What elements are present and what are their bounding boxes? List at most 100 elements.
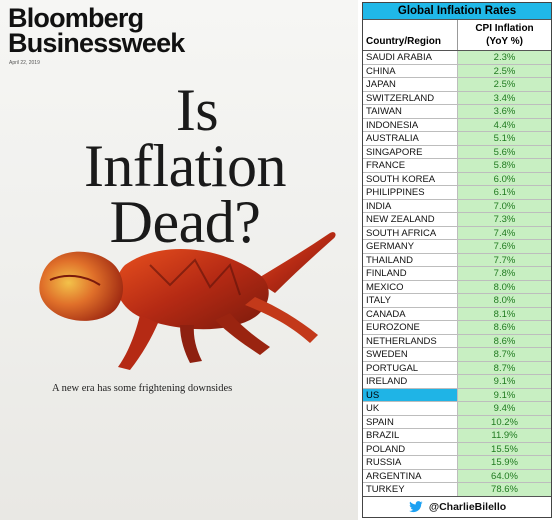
cpi-value-cell: 2.5%: [458, 64, 551, 77]
column-header-country: Country/Region: [363, 20, 458, 50]
cpi-value-cell: 11.9%: [458, 429, 551, 442]
table-row: JAPAN 2.5%: [363, 78, 551, 92]
cover-headline: Is Inflation Dead?: [40, 77, 330, 255]
cpi-value-cell: 78.6%: [458, 483, 551, 496]
table-row: FINLAND 7.8%: [363, 267, 551, 281]
cpi-value-cell: 9.1%: [458, 388, 551, 401]
cpi-value-cell: 5.1%: [458, 132, 551, 145]
table-row: AUSTRALIA 5.1%: [363, 132, 551, 146]
cpi-value-cell: 7.6%: [458, 240, 551, 253]
table-row: US 9.1%: [363, 388, 551, 402]
country-cell: MEXICO: [363, 280, 458, 293]
country-cell: CHINA: [363, 64, 458, 77]
table-row: IRELAND 9.1%: [363, 375, 551, 389]
country-cell: SWITZERLAND: [363, 91, 458, 104]
table-row: RUSSIA 15.9%: [363, 456, 551, 470]
twitter-bird-icon: [408, 501, 423, 513]
country-cell: BRAZIL: [363, 429, 458, 442]
cpi-value-cell: 8.7%: [458, 348, 551, 361]
headline-line-1: Is: [175, 77, 219, 143]
table-footer: @CharlieBilello: [363, 496, 551, 517]
table-row: SWITZERLAND 3.4%: [363, 91, 551, 105]
cpi-value-cell: 6.0%: [458, 172, 551, 185]
column-header-cpi-line1: CPI Inflation: [475, 23, 534, 34]
cpi-value-cell: 5.8%: [458, 159, 551, 172]
table-row: SPAIN 10.2%: [363, 415, 551, 429]
cpi-value-cell: 8.0%: [458, 280, 551, 293]
country-cell: ARGENTINA: [363, 469, 458, 482]
cpi-value-cell: 8.0%: [458, 294, 551, 307]
dead-dinosaur-illustration: [39, 232, 336, 370]
issue-date: April 22, 2019: [9, 60, 40, 66]
country-cell: AUSTRALIA: [363, 132, 458, 145]
masthead-bloomberg: Bloomberg: [8, 3, 144, 33]
country-cell: SAUDI ARABIA: [363, 51, 458, 64]
masthead-businessweek: Businessweek: [8, 28, 185, 58]
table-row: ARGENTINA 64.0%: [363, 469, 551, 483]
column-header-cpi: CPI Inflation (YoY %): [458, 20, 551, 50]
cpi-value-cell: 9.4%: [458, 402, 551, 415]
cpi-value-cell: 10.2%: [458, 415, 551, 428]
cpi-value-cell: 15.5%: [458, 442, 551, 455]
headline-line-3: Dead?: [109, 189, 261, 255]
country-cell: SINGAPORE: [363, 145, 458, 158]
country-cell: SOUTH KOREA: [363, 172, 458, 185]
cpi-value-cell: 8.7%: [458, 361, 551, 374]
country-cell: NEW ZEALAND: [363, 213, 458, 226]
cpi-value-cell: 7.7%: [458, 253, 551, 266]
cpi-value-cell: 9.1%: [458, 375, 551, 388]
table-row: ITALY 8.0%: [363, 294, 551, 308]
cpi-value-cell: 7.8%: [458, 267, 551, 280]
country-cell: IRELAND: [363, 375, 458, 388]
country-cell: PORTUGAL: [363, 361, 458, 374]
twitter-handle[interactable]: @CharlieBilello: [428, 501, 507, 513]
country-cell: JAPAN: [363, 78, 458, 91]
cpi-value-cell: 7.0%: [458, 199, 551, 212]
cpi-value-cell: 8.1%: [458, 307, 551, 320]
country-cell: INDIA: [363, 199, 458, 212]
country-cell: TURKEY: [363, 483, 458, 496]
cpi-value-cell: 6.1%: [458, 186, 551, 199]
country-cell: NETHERLANDS: [363, 334, 458, 347]
country-cell: GERMANY: [363, 240, 458, 253]
table-row: CANADA 8.1%: [363, 307, 551, 321]
country-cell: ITALY: [363, 294, 458, 307]
cpi-value-cell: 4.4%: [458, 118, 551, 131]
table-row: PORTUGAL 8.7%: [363, 361, 551, 375]
cpi-value-cell: 8.6%: [458, 334, 551, 347]
table-row: THAILAND 7.7%: [363, 253, 551, 267]
table-row: NEW ZEALAND 7.3%: [363, 213, 551, 227]
table-row: MEXICO 8.0%: [363, 280, 551, 294]
table-row: INDIA 7.0%: [363, 199, 551, 213]
country-cell: SPAIN: [363, 415, 458, 428]
table-row: TURKEY 78.6%: [363, 483, 551, 497]
table-row: EUROZONE 8.6%: [363, 321, 551, 335]
table-row: UK 9.4%: [363, 402, 551, 416]
cpi-value-cell: 7.3%: [458, 213, 551, 226]
table-row: SAUDI ARABIA 2.3%: [363, 51, 551, 65]
inflation-table: Global Inflation Rates Country/Region CP…: [362, 2, 552, 518]
cpi-value-cell: 3.6%: [458, 105, 551, 118]
country-cell: US: [363, 388, 458, 401]
cpi-value-cell: 64.0%: [458, 469, 551, 482]
table-row: TAIWAN 3.6%: [363, 105, 551, 119]
cover-tagline: A new era has some frightening downsides: [52, 383, 233, 394]
table-row: SOUTH KOREA 6.0%: [363, 172, 551, 186]
country-cell: SWEDEN: [363, 348, 458, 361]
table-row: PHILIPPINES 6.1%: [363, 186, 551, 200]
table-row: SOUTH AFRICA 7.4%: [363, 226, 551, 240]
cpi-value-cell: 5.6%: [458, 145, 551, 158]
country-cell: RUSSIA: [363, 456, 458, 469]
country-cell: FRANCE: [363, 159, 458, 172]
table-row: POLAND 15.5%: [363, 442, 551, 456]
table-body: SAUDI ARABIA 2.3% CHINA 2.5% JAPAN 2.5% SWITZE…: [363, 51, 551, 510]
cpi-value-cell: 2.3%: [458, 51, 551, 64]
cpi-value-cell: 8.6%: [458, 321, 551, 334]
country-cell: PHILIPPINES: [363, 186, 458, 199]
table-row: SWEDEN 8.7%: [363, 348, 551, 362]
country-cell: CANADA: [363, 307, 458, 320]
table-row: INDONESIA 4.4%: [363, 118, 551, 132]
table-row: BRAZIL 11.9%: [363, 429, 551, 443]
table-row: FRANCE 5.8%: [363, 159, 551, 173]
table-row: CHINA 2.5%: [363, 64, 551, 78]
